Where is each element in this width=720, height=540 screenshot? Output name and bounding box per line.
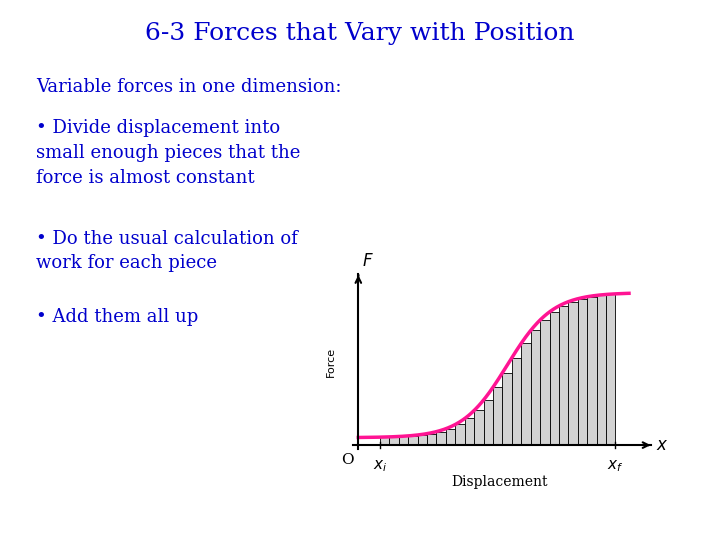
Bar bbox=[559, 306, 568, 445]
Bar bbox=[512, 357, 521, 445]
Text: Force: Force bbox=[326, 346, 336, 376]
Bar bbox=[597, 295, 606, 445]
Bar bbox=[474, 410, 484, 445]
Bar bbox=[446, 429, 455, 445]
Bar bbox=[484, 400, 493, 445]
Bar bbox=[588, 296, 597, 445]
Text: • Add them all up: • Add them all up bbox=[36, 308, 198, 326]
Bar bbox=[493, 387, 503, 445]
Text: • Do the usual calculation of
work for each piece: • Do the usual calculation of work for e… bbox=[36, 230, 298, 273]
Text: $x_i$: $x_i$ bbox=[373, 458, 387, 474]
Text: $x_f$: $x_f$ bbox=[607, 458, 624, 474]
Bar bbox=[577, 299, 588, 445]
Bar bbox=[503, 373, 512, 445]
Bar bbox=[455, 424, 464, 445]
Text: Variable forces in one dimension:: Variable forces in one dimension: bbox=[36, 78, 341, 96]
Bar bbox=[408, 436, 418, 445]
Bar bbox=[521, 343, 531, 445]
Text: $x$: $x$ bbox=[656, 436, 668, 454]
Bar bbox=[380, 437, 390, 445]
Bar bbox=[418, 435, 427, 445]
Bar bbox=[427, 434, 436, 445]
Bar bbox=[549, 312, 559, 445]
Bar bbox=[399, 436, 408, 445]
Text: O: O bbox=[341, 453, 354, 467]
Bar bbox=[531, 330, 540, 445]
Text: • Divide displacement into
small enough pieces that the
force is almost constant: • Divide displacement into small enough … bbox=[36, 119, 300, 187]
Text: Displacement: Displacement bbox=[451, 475, 547, 489]
Bar bbox=[540, 320, 549, 445]
Bar bbox=[390, 437, 399, 445]
Bar bbox=[464, 418, 474, 445]
Text: $F$: $F$ bbox=[362, 252, 374, 271]
Bar bbox=[436, 431, 446, 445]
Text: 6-3 Forces that Vary with Position: 6-3 Forces that Vary with Position bbox=[145, 22, 575, 45]
Bar bbox=[568, 302, 577, 445]
Bar bbox=[606, 294, 616, 445]
